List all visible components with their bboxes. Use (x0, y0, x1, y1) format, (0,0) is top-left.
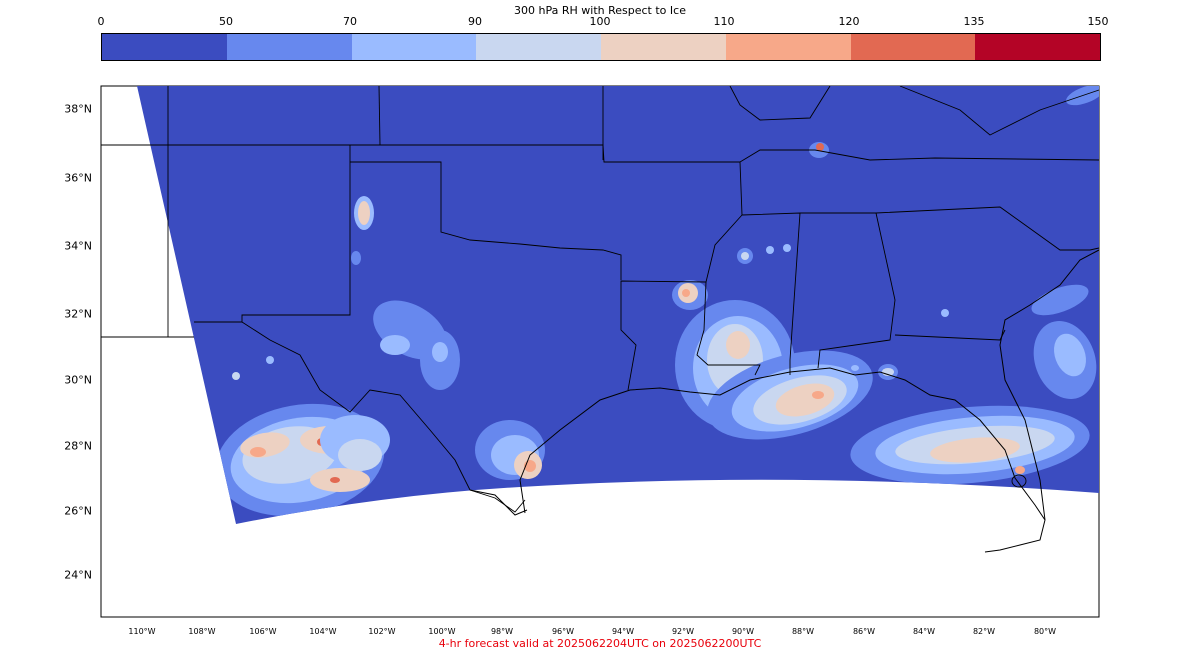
rh-field (137, 86, 1099, 524)
rh-contour-region (432, 342, 448, 362)
lon-label: 90°W (731, 627, 755, 636)
lon-label: 104°W (309, 627, 337, 636)
colorbar-tick: 90 (468, 15, 482, 28)
rh-contour-region (812, 391, 824, 399)
rh-contour-region (682, 289, 690, 297)
lon-label: 110°W (128, 627, 156, 636)
lon-label: 86°W (852, 627, 876, 636)
colorbar-title: 300 hPa RH with Respect to Ice (514, 4, 686, 17)
atlantic-coastline (999, 249, 1100, 521)
rh-contour-region (351, 251, 361, 265)
lat-label: 24°N (64, 568, 92, 582)
state-border (194, 145, 351, 323)
rh-contour-region (338, 439, 382, 471)
lat-label: 34°N (64, 239, 92, 253)
lake-okeechobee (1011, 474, 1027, 488)
colorbar-tick: 100 (589, 15, 611, 28)
state-border (894, 329, 1006, 341)
lon-label: 100°W (428, 627, 456, 636)
colorbar-segment (351, 34, 477, 60)
rh-contour-region (851, 365, 859, 371)
colorbar-segment (226, 34, 352, 60)
state-border (696, 281, 761, 376)
lon-label: 88°W (791, 627, 815, 636)
rh-contour-region (232, 372, 240, 380)
colorbar-tick: 0 (97, 15, 105, 28)
state-border (875, 206, 1100, 251)
state-border (729, 85, 831, 121)
colorbar-tick: 120 (838, 15, 860, 28)
lat-label: 28°N (64, 439, 92, 453)
rh-contour-region (266, 356, 274, 364)
lon-label: 84°W (912, 627, 936, 636)
rh-contour-region (941, 309, 949, 317)
forecast-valid-caption: 4-hr forecast valid at 2025062204UTC on … (438, 637, 762, 650)
state-border (800, 212, 896, 369)
colorbar-segment (725, 34, 851, 60)
lon-label: 106°W (249, 627, 277, 636)
lat-label: 30°N (64, 373, 92, 387)
state-border (378, 85, 381, 146)
rh-contour-region (816, 143, 824, 151)
lon-label: 94°W (611, 627, 635, 636)
colorbar-tick: 150 (1087, 15, 1109, 28)
rh-contour-region (783, 244, 791, 252)
rh-contour-region (1015, 466, 1025, 474)
colorbar-segment (850, 34, 976, 60)
colorbar-segment (975, 34, 1100, 60)
rh-contour-region (766, 246, 774, 254)
rio-grande-border (241, 321, 526, 513)
lon-label: 82°W (972, 627, 996, 636)
gulf-coastline (519, 367, 1046, 553)
colorbar-tick: 110 (713, 15, 735, 28)
state-border (899, 85, 1100, 136)
lat-label: 26°N (64, 504, 92, 518)
lat-label: 32°N (64, 307, 92, 321)
state-border (741, 212, 801, 375)
colorbar-segment (476, 34, 601, 60)
rh-contour-region (1054, 333, 1086, 377)
state-boundaries (101, 85, 1100, 391)
colorbar-segment (102, 34, 227, 60)
lat-label: 38°N (64, 102, 92, 116)
colorbar-tick: 50 (219, 15, 233, 28)
lon-label: 102°W (368, 627, 396, 636)
state-border (739, 149, 1100, 163)
colorbar (101, 33, 1101, 61)
lon-label: 98°W (490, 627, 514, 636)
rh-contour-region (330, 477, 340, 483)
mexico-coastline (469, 489, 528, 516)
lon-label: 92°W (671, 627, 695, 636)
lon-label: 108°W (188, 627, 216, 636)
colorbar-segment (601, 34, 726, 60)
rh-contour-region (741, 252, 749, 260)
lon-label: 80°W (1033, 627, 1057, 636)
state-border (602, 86, 743, 391)
state-border (350, 161, 622, 280)
colorbar-tick: 135 (963, 15, 985, 28)
lon-label: 96°W (551, 627, 575, 636)
rh-contour-region (358, 201, 370, 225)
rh-contour-region (930, 437, 1020, 463)
rh-contour-region (726, 331, 750, 359)
rh-contour-region (250, 447, 266, 457)
rh-contour-region (380, 335, 410, 355)
lat-label: 36°N (64, 171, 92, 185)
rh-contour-region (1031, 284, 1089, 316)
colorbar-tick: 70 (343, 15, 357, 28)
